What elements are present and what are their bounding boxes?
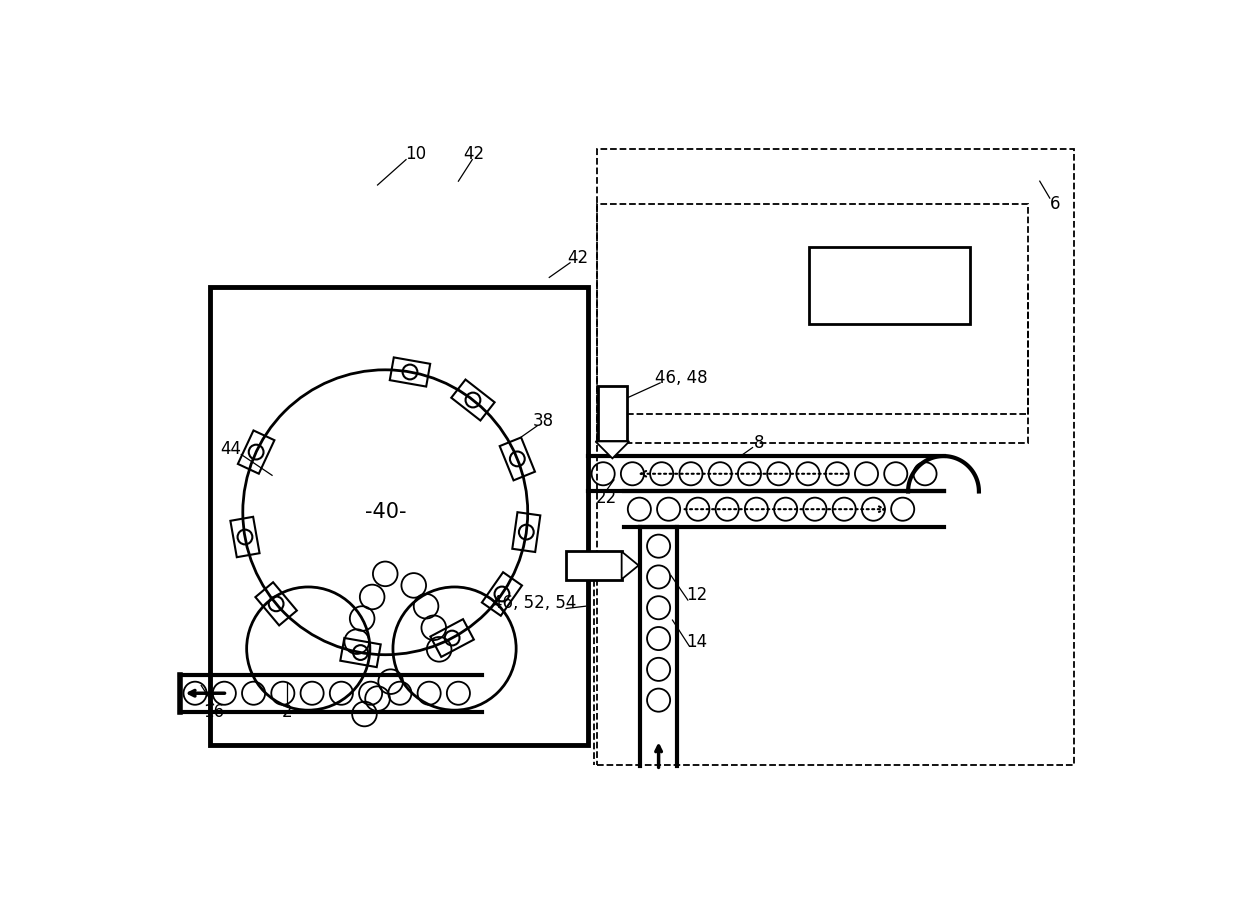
Text: 46, 48: 46, 48 [656,369,708,386]
Text: 2: 2 [283,704,293,721]
Text: 14: 14 [687,633,708,651]
Text: 42: 42 [464,145,485,163]
Bar [211,287,588,745]
Bar [567,551,621,580]
Text: 8: 8 [754,434,764,452]
Bar [596,149,1074,765]
Polygon shape [595,441,630,458]
Text: 22: 22 [595,489,616,508]
Text: 46, 52, 54: 46, 52, 54 [492,594,577,612]
Text: 12: 12 [687,586,708,604]
Text: 42: 42 [567,249,588,268]
Bar [596,205,1028,443]
Text: 10: 10 [405,145,427,163]
Text: 6: 6 [1050,195,1060,214]
Polygon shape [621,551,639,579]
Text: -50-: -50- [870,276,909,295]
Text: 16: 16 [203,704,224,721]
Text: 38: 38 [532,413,554,430]
Text: -40-: -40- [365,502,405,522]
Bar [598,386,627,441]
Bar [808,247,971,323]
Text: 44: 44 [221,440,242,458]
